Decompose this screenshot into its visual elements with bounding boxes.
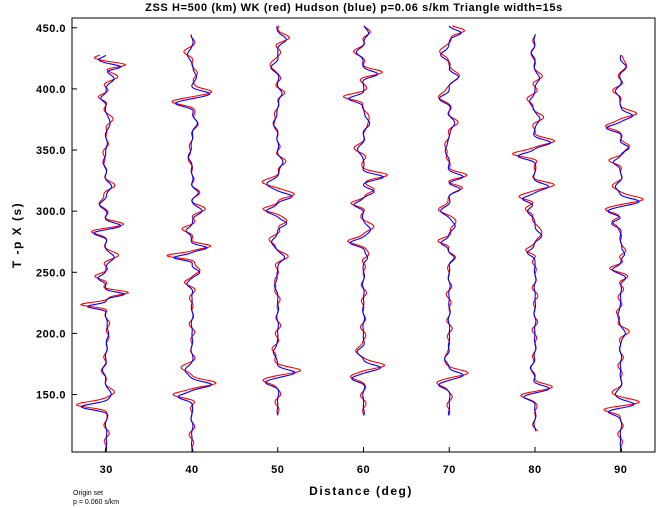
x-tick-label-70: 70 <box>443 464 456 476</box>
trace-hudson-80 <box>517 34 552 432</box>
trace-group <box>76 25 644 453</box>
x-tick-label-80: 80 <box>528 464 541 476</box>
y-tick-label-300.0: 300.0 <box>36 206 66 218</box>
trace-wk-40 <box>166 34 217 453</box>
x-axis-label: Distance (deg) <box>309 484 413 498</box>
y-axis-label: T -p X (s) <box>10 202 24 268</box>
y-tick-label-250.0: 250.0 <box>36 267 66 279</box>
x-tick-label-40: 40 <box>185 464 198 476</box>
trace-hudson-40 <box>172 34 213 453</box>
footer-note-line2: p = 0.060 s/km <box>73 499 119 506</box>
y-tick-label-400.0: 400.0 <box>36 84 66 96</box>
x-axis: 30 40 50 60 70 80 90 <box>100 447 627 476</box>
trace-hudson-30 <box>80 54 126 453</box>
x-tick-label-30: 30 <box>100 464 113 476</box>
footer-note-line1: Origin set <box>73 490 103 497</box>
x-tick-label-50: 50 <box>271 464 284 476</box>
y-tick-label-150.0: 150.0 <box>36 390 66 402</box>
trace-hudson-70 <box>438 25 464 416</box>
y-tick-label-450.0: 450.0 <box>36 23 66 35</box>
trace-wk-50 <box>261 25 302 416</box>
trace-hudson-50 <box>264 25 296 416</box>
trace-hudson-60 <box>348 25 385 416</box>
trace-wk-90 <box>603 54 644 453</box>
trace-wk-30 <box>76 54 130 453</box>
chart-title: ZSS H=500 (km) WK (red) Hudson (blue) p=… <box>145 2 563 14</box>
y-tick-label-350.0: 350.0 <box>36 145 66 157</box>
y-axis: 150.0 200.0 250.0 300.0 350.0 400.0 450.0 <box>36 23 77 402</box>
trace-wk-60 <box>342 25 388 416</box>
trace-wk-70 <box>436 25 469 416</box>
x-tick-label-90: 90 <box>614 464 627 476</box>
x-tick-label-60: 60 <box>357 464 370 476</box>
trace-hudson-90 <box>605 55 640 453</box>
y-tick-label-200.0: 200.0 <box>36 328 66 340</box>
